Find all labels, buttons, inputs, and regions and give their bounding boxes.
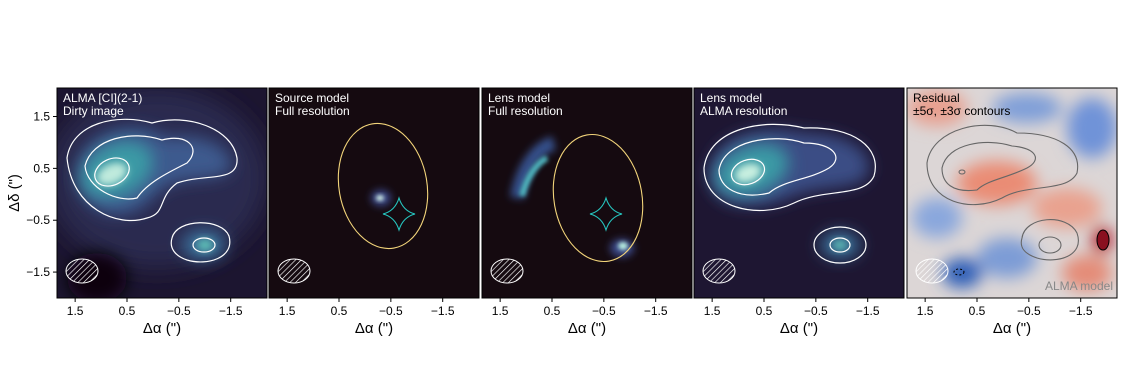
x-axis-label: Δα (") [568, 320, 606, 337]
x-tick-label: 1.5 [67, 304, 84, 318]
x-tick-label: 1.5 [279, 304, 296, 318]
x-axis-label: Δα (") [143, 320, 181, 337]
panel-image [482, 88, 692, 298]
panel-title: Lens model [488, 91, 550, 105]
x-tick-label: −1.5 [431, 304, 455, 318]
panel-title: Residual [913, 91, 960, 105]
panel-frame [481, 87, 693, 299]
panel-image [269, 88, 479, 298]
x-tick-label: 1.5 [917, 304, 934, 318]
x-tick-label: −1.5 [856, 304, 880, 318]
y-axis-label: Δδ (") [6, 174, 23, 212]
annotation: ALMA model [1045, 279, 1113, 293]
x-tick-label: 0.5 [969, 304, 986, 318]
x-tick-label: −1.5 [1069, 304, 1093, 318]
panel-image [57, 88, 267, 298]
x-tick-label: −0.5 [1017, 304, 1041, 318]
x-tick-label: −0.5 [804, 304, 828, 318]
x-tick-label: −0.5 [379, 304, 403, 318]
x-tick-label: 1.5 [704, 304, 721, 318]
y-tick-label: 1.5 [33, 110, 50, 124]
panel-frame [693, 87, 905, 299]
panel-subtitle: ±5σ, ±3σ contours [913, 104, 1010, 118]
x-tick-label: 0.5 [331, 304, 348, 318]
x-tick-label: −0.5 [592, 304, 616, 318]
panel-frame [268, 87, 480, 299]
x-tick-label: 1.5 [492, 304, 509, 318]
panel-image [907, 88, 1117, 298]
x-axis-label: Δα (") [355, 320, 393, 337]
panel-frame [56, 87, 268, 299]
x-tick-label: −0.5 [167, 304, 191, 318]
x-axis-label: Δα (") [993, 320, 1031, 337]
panel-subtitle: Full resolution [275, 104, 350, 118]
panel-subtitle: Full resolution [488, 104, 563, 118]
panel-title: Source model [275, 91, 349, 105]
panel-frame [906, 87, 1118, 299]
panel-subtitle: Dirty image [63, 104, 124, 118]
panel-title: Lens model [700, 91, 762, 105]
x-tick-label: 0.5 [119, 304, 136, 318]
y-tick-label: −0.5 [26, 213, 50, 227]
x-tick-label: 0.5 [756, 304, 773, 318]
x-tick-label: −1.5 [219, 304, 243, 318]
x-tick-label: 0.5 [544, 304, 561, 318]
panel-subtitle: ALMA resolution [700, 104, 787, 118]
x-axis-label: Δα (") [780, 320, 818, 337]
y-tick-label: −1.5 [26, 265, 50, 279]
y-tick-label: 0.5 [33, 161, 50, 175]
x-tick-label: −1.5 [644, 304, 668, 318]
panel-image [694, 88, 904, 298]
panel-title: ALMA [CI](2-1) [63, 91, 142, 105]
